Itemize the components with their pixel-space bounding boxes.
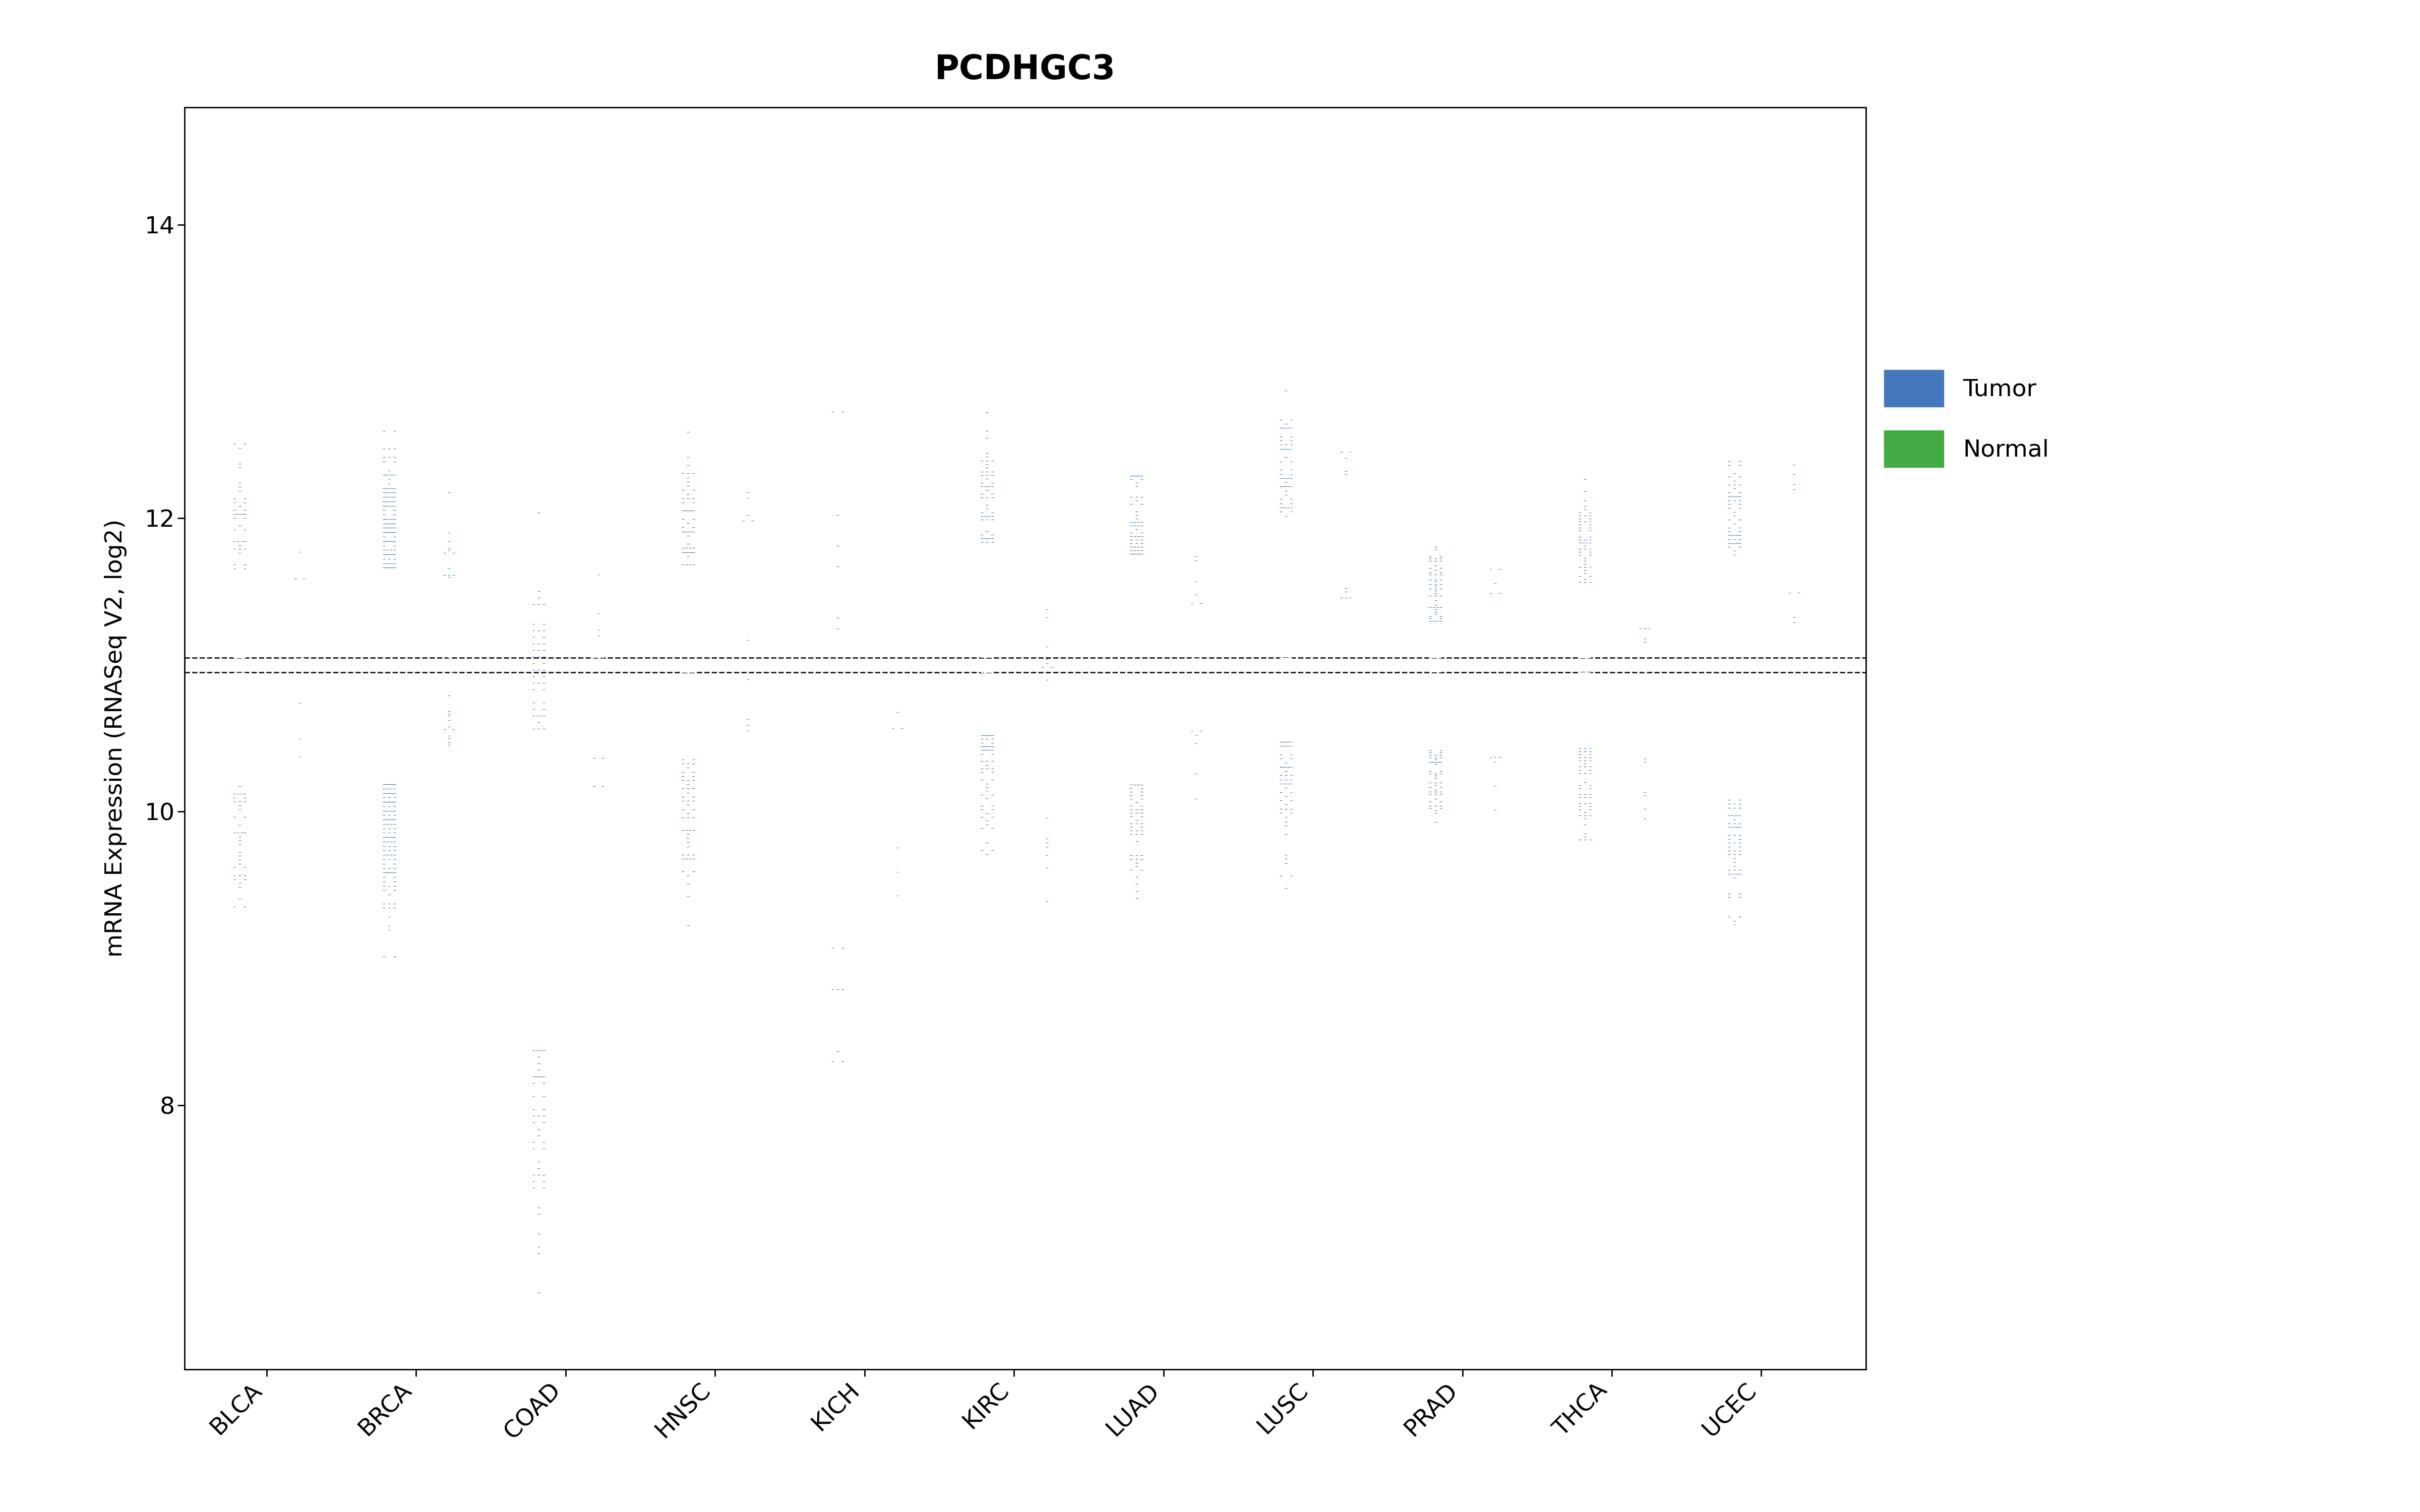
Legend: Tumor, Normal: Tumor, Normal: [1861, 346, 2072, 491]
Y-axis label: mRNA Expression (RNASeq V2, log2): mRNA Expression (RNASeq V2, log2): [104, 519, 128, 957]
Title: PCDHGC3: PCDHGC3: [934, 53, 1116, 86]
